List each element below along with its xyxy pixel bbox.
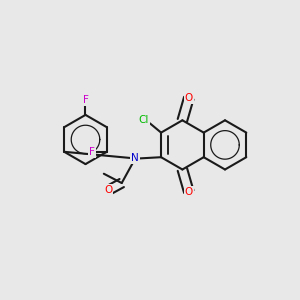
- Text: O: O: [104, 185, 112, 195]
- Text: O: O: [185, 93, 193, 103]
- Text: Cl: Cl: [139, 115, 149, 125]
- Text: N: N: [131, 153, 139, 164]
- Text: F: F: [82, 94, 88, 105]
- Text: F: F: [88, 147, 94, 157]
- Text: O: O: [185, 187, 193, 196]
